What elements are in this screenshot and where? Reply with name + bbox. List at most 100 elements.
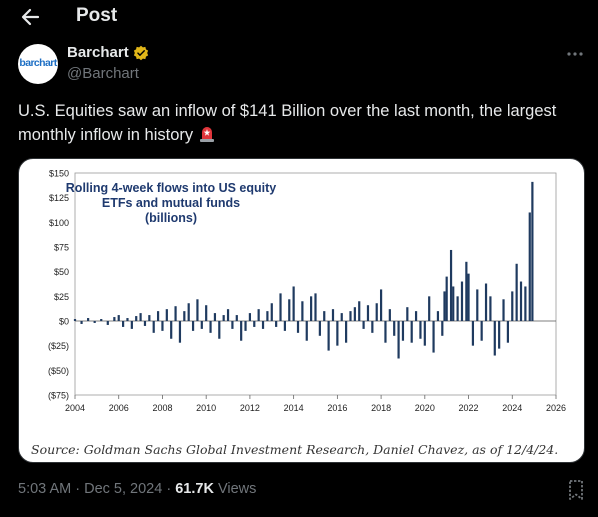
flow-bar [275, 321, 278, 327]
flow-bar [165, 309, 168, 321]
flow-bar [310, 296, 313, 321]
flow-bar [428, 296, 431, 321]
flow-bar [301, 301, 304, 321]
author-name[interactable]: Barchart [67, 44, 129, 61]
flows-chart: $150 $125 $100 $75 $50 $25 $0 ($25) ($50) ($75) 20… [31, 169, 566, 458]
flow-bar [205, 305, 208, 321]
flow-bar [279, 293, 282, 321]
x-tick-label: 2026 [546, 403, 566, 413]
flow-bar [456, 296, 459, 321]
flow-bar [432, 321, 435, 353]
avatar[interactable]: barchart [18, 44, 58, 84]
y-tick-label: $0 [59, 317, 69, 327]
meta-separator: · [75, 481, 81, 497]
chart-title-line: ETFs and mutual funds [102, 196, 240, 210]
post-date[interactable]: Dec 5, 2024 [84, 481, 163, 497]
flow-bar [419, 321, 422, 339]
flow-bar [161, 321, 164, 331]
meta-separator: · [166, 481, 172, 497]
post-image-chart[interactable]: $150 $125 $100 $75 $50 $25 $0 ($25) ($50) ($75) 20… [18, 158, 585, 463]
flow-bar [240, 321, 243, 341]
flow-bar [465, 261, 468, 321]
x-tick-label: 2016 [327, 403, 347, 413]
author-handle[interactable]: @Barchart [67, 65, 139, 82]
y-tick-label: ($25) [48, 341, 69, 351]
flow-bar [183, 311, 186, 321]
x-tick-label: 2010 [196, 403, 216, 413]
flow-bar [270, 303, 273, 321]
flow-bar [213, 313, 217, 321]
flow-bar [143, 321, 147, 326]
bookmark-icon[interactable] [566, 479, 586, 501]
flow-bar [406, 307, 409, 321]
flow-bar [366, 305, 370, 321]
flow-bar [384, 321, 387, 343]
flow-bar [371, 321, 374, 333]
flow-bar [174, 306, 177, 321]
post-body: U.S. Equities saw an inflow of $141 Bill… [18, 102, 557, 144]
flow-bar [106, 321, 109, 325]
flow-bar [414, 311, 418, 321]
post-text: U.S. Equities saw an inflow of $141 Bill… [18, 99, 590, 147]
flow-bar [528, 212, 531, 321]
flow-bar [410, 321, 413, 343]
flow-bar [362, 321, 365, 329]
x-tick-label: 2012 [240, 403, 260, 413]
flow-bar [261, 321, 265, 329]
flow-bar [506, 321, 509, 343]
flow-bar [318, 321, 321, 336]
flow-bar [117, 315, 120, 321]
flow-bar [248, 313, 252, 321]
more-options-button[interactable] [565, 44, 585, 64]
flow-bar [388, 309, 391, 321]
flow-bar [323, 311, 326, 321]
flow-bar [445, 276, 448, 321]
views-count: 61.7K [175, 481, 214, 497]
flow-bar [209, 321, 212, 333]
flow-bar [349, 311, 352, 321]
x-tick-label: 2018 [371, 403, 391, 413]
flow-bar [244, 321, 247, 331]
flow-bar [152, 321, 155, 333]
top-bar: Post [0, 0, 598, 34]
flow-bar [331, 309, 335, 321]
flow-bar [191, 321, 195, 331]
flow-bar [93, 321, 96, 323]
flow-bar [393, 321, 396, 336]
x-tick-label: 2022 [459, 403, 479, 413]
flow-bar [493, 321, 496, 356]
flow-bar [196, 299, 199, 321]
flow-bar [423, 321, 426, 346]
flow-bar [480, 321, 483, 341]
flow-bar [130, 321, 133, 329]
flow-bar [218, 321, 221, 339]
flow-bar [266, 311, 269, 321]
flow-bar [253, 321, 256, 327]
chart-source: Source: Goldman Sachs Global Investment … [31, 442, 558, 457]
rotating-light-icon [200, 127, 215, 142]
post-time[interactable]: 5:03 AM [18, 481, 72, 497]
flow-bar [476, 289, 479, 321]
flow-bar [443, 291, 446, 321]
verified-badge-icon [133, 45, 149, 61]
flow-bar [460, 281, 464, 321]
flow-bar [156, 311, 160, 321]
avatar-logo-text: barchart [19, 57, 57, 69]
flow-bar [436, 311, 440, 321]
flow-bar [340, 313, 343, 321]
flow-bar [467, 273, 470, 321]
flow-bar [401, 321, 405, 341]
flow-bar [135, 316, 138, 321]
y-tick-label: $125 [49, 193, 69, 203]
flow-bar [87, 318, 90, 321]
flow-bar [148, 315, 151, 321]
y-tick-label: ($75) [48, 391, 69, 401]
chart-title-line: Rolling 4-week flows into US equity [66, 181, 276, 195]
flow-bar [283, 321, 286, 331]
y-tick-label: $50 [54, 267, 69, 277]
arrow-left-icon [21, 8, 40, 26]
flow-bar [498, 321, 501, 349]
back-button[interactable] [18, 5, 44, 29]
y-tick-label: ($50) [48, 366, 69, 376]
flow-bar [327, 321, 330, 351]
